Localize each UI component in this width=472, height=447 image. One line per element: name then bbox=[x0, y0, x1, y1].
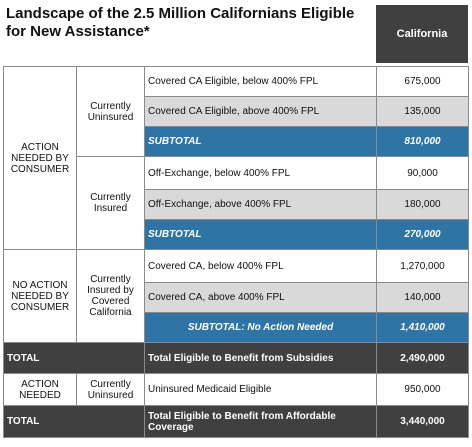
row-label: Covered CA, below 400% FPL bbox=[144, 249, 377, 283]
group-label: Currently Uninsured bbox=[76, 66, 145, 157]
row-value: 135,000 bbox=[376, 96, 469, 127]
section-label: ACTION NEEDED bbox=[3, 373, 77, 406]
total-description: Total Eligible to Benefit from Affordabl… bbox=[144, 405, 377, 438]
subtotal-label: SUBTOTAL: No Action Needed bbox=[144, 312, 377, 343]
section-label: ACTION NEEDED BY CONSUMER bbox=[3, 66, 77, 250]
row-value: 950,000 bbox=[376, 373, 469, 406]
row-label: Covered CA Eligible, above 400% FPL bbox=[144, 96, 377, 127]
row-value: 140,000 bbox=[376, 282, 469, 313]
total-description: Total Eligible to Benefit from Subsidies bbox=[144, 342, 377, 374]
group-label: Currently Insured by Covered California bbox=[76, 249, 145, 343]
row-label: Uninsured Medicaid Eligible bbox=[144, 373, 377, 406]
subtotal-value: 810,000 bbox=[376, 126, 469, 157]
total-value: 3,440,000 bbox=[376, 405, 469, 438]
title: Landscape of the 2.5 Million Californian… bbox=[6, 5, 355, 40]
row-label: Off-Exchange, above 400% FPL bbox=[144, 189, 377, 220]
section-label: NO ACTION NEEDED BY CONSUMER bbox=[3, 249, 77, 343]
subtotal-value: 270,000 bbox=[376, 219, 469, 250]
row-value: 675,000 bbox=[376, 66, 469, 97]
row-value: 180,000 bbox=[376, 189, 469, 220]
group-label: Currently Insured bbox=[76, 156, 145, 250]
row-value: 1,270,000 bbox=[376, 249, 469, 283]
table: ACTION NEEDED BY CONSUMER Currently Unin… bbox=[3, 66, 469, 438]
total-label: TOTAL bbox=[3, 405, 145, 438]
total-label: TOTAL bbox=[3, 342, 145, 374]
total-value: 2,490,000 bbox=[376, 342, 469, 374]
row-label: Off-Exchange, below 400% FPL bbox=[144, 156, 377, 190]
subtotal-label: SUBTOTAL bbox=[144, 126, 377, 157]
group-label: Currently Uninsured bbox=[76, 373, 145, 406]
row-label: Covered CA, above 400% FPL bbox=[144, 282, 377, 313]
subtotal-value: 1,410,000 bbox=[376, 312, 469, 343]
row-value: 90,000 bbox=[376, 156, 469, 190]
row-label: Covered CA Eligible, below 400% FPL bbox=[144, 66, 377, 97]
column-header: California bbox=[376, 5, 468, 63]
subtotal-label: SUBTOTAL bbox=[144, 219, 377, 250]
